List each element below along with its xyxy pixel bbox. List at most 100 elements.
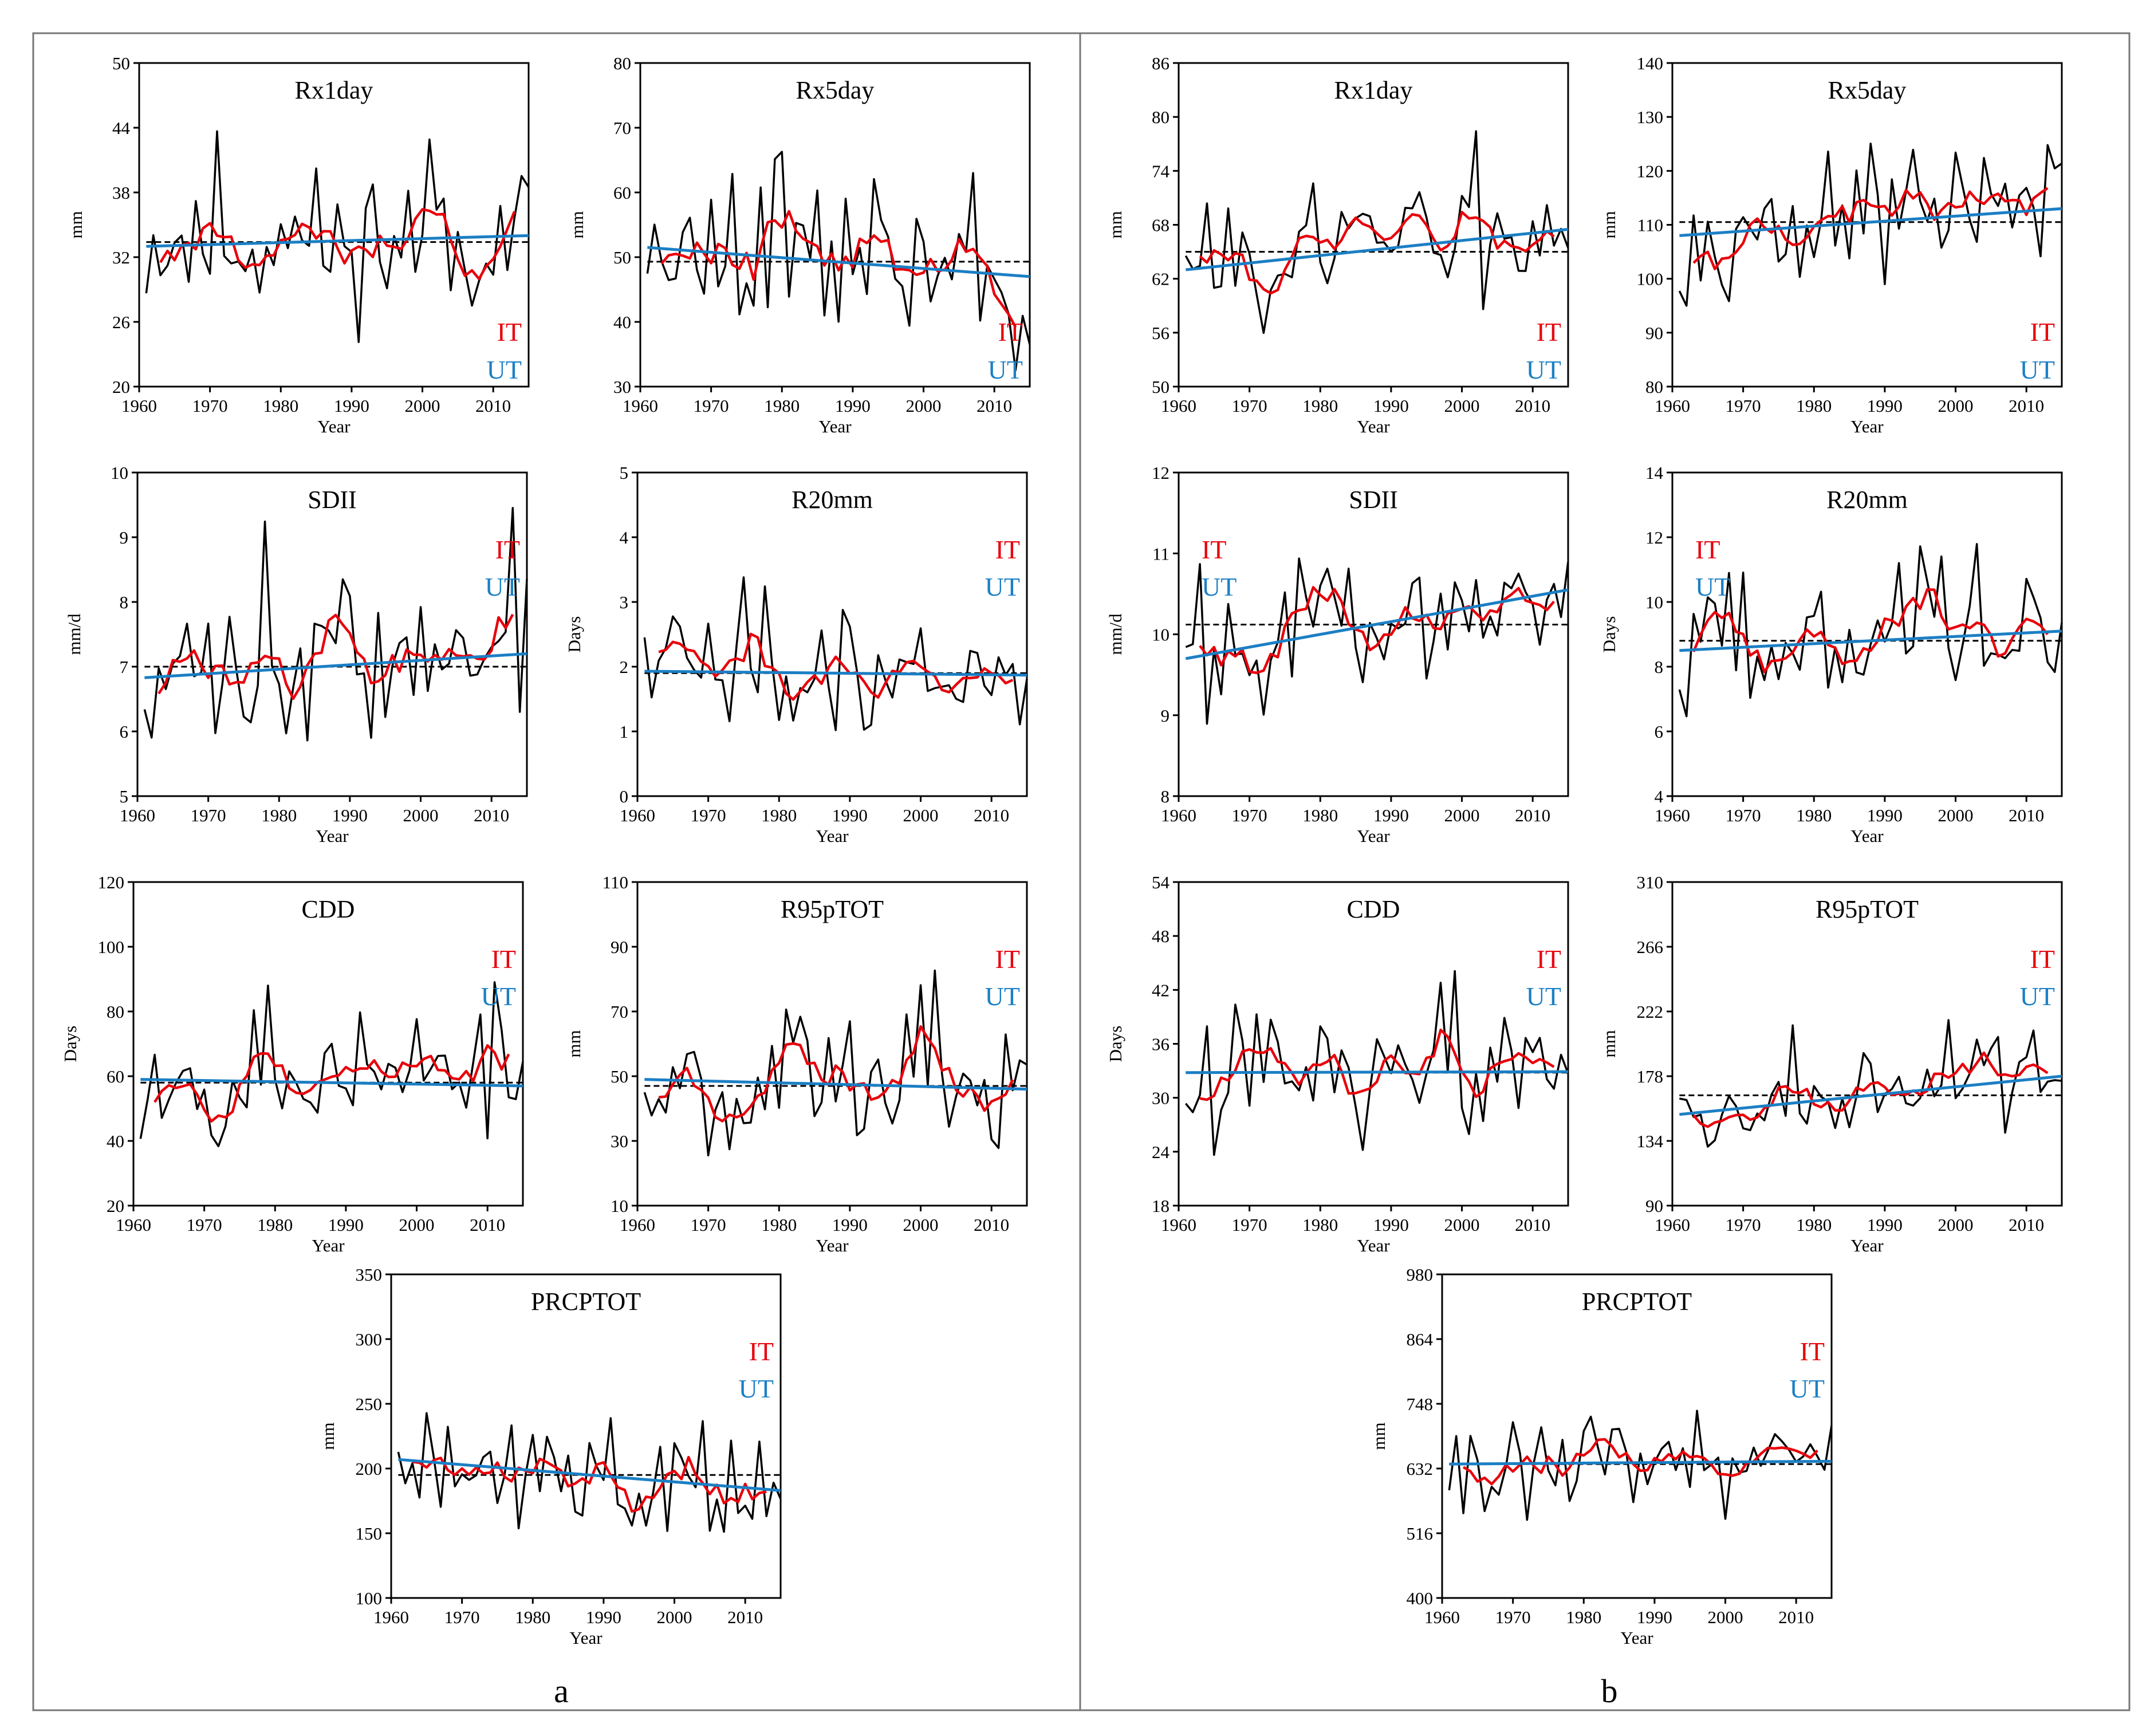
- plot-area: [636, 471, 1028, 797]
- it-line: [1199, 586, 1555, 674]
- x-tick-label: 1960: [116, 1215, 151, 1235]
- x-axis-label: Year: [816, 1235, 849, 1255]
- y-tick-label: 178: [1637, 1066, 1664, 1087]
- plot-area: [639, 62, 1031, 388]
- y-tick-label: 60: [613, 183, 631, 203]
- y-tick-label: 150: [356, 1524, 383, 1544]
- it-line: [412, 1455, 767, 1513]
- y-axis-label: mm: [1599, 211, 1619, 238]
- x-tick-label: 1990: [586, 1607, 621, 1627]
- y-tick-label: 42: [1152, 980, 1169, 1000]
- y-axis-label: Days: [1599, 616, 1619, 653]
- y-tick-label: 40: [613, 312, 631, 332]
- x-tick-label: 1960: [373, 1607, 409, 1627]
- y-tick-label: 18: [1152, 1196, 1169, 1216]
- y-axis-label: mm: [564, 1030, 584, 1057]
- chart-title: R95pTOT: [1816, 895, 1919, 923]
- x-tick-label: 1990: [1637, 1607, 1672, 1627]
- y-tick-label: 8: [1655, 657, 1664, 677]
- y-tick-label: 9: [120, 528, 129, 548]
- x-axis-label: Year: [316, 826, 349, 846]
- y-tick-label: 80: [1645, 377, 1663, 397]
- annual-series-line: [1185, 970, 1569, 1156]
- y-tick-label: 12: [1645, 528, 1663, 548]
- it-line: [658, 1025, 1014, 1123]
- y-tick-label: 44: [112, 118, 131, 138]
- x-tick-label: 2000: [906, 396, 942, 416]
- y-tick-label: 5: [120, 786, 129, 806]
- annual-series-line: [1678, 142, 2063, 307]
- chart-title: Rx5day: [1828, 76, 1907, 104]
- y-tick-label: 50: [613, 247, 631, 267]
- y-tick-label: 50: [611, 1066, 628, 1087]
- chart-b-sdii: 8 9 10 11 12 1960 1970 1980 1990 2000 2010 Year mm/d…: [1105, 463, 1569, 846]
- ut-line: [644, 1078, 1027, 1091]
- y-tick-label: 100: [1637, 269, 1664, 289]
- y-axis-label: Days: [1105, 1026, 1125, 1062]
- y-tick-label: 516: [1407, 1524, 1434, 1544]
- ut-line: [1449, 1459, 1832, 1466]
- y-axis-label: Days: [564, 616, 584, 653]
- x-tick-label: 1990: [1373, 396, 1409, 416]
- ut-line: [144, 652, 527, 679]
- x-tick-label: 1980: [1796, 805, 1832, 825]
- y-tick-label: 6: [120, 722, 129, 742]
- chart-title: CDD: [1347, 895, 1400, 923]
- y-tick-label: 60: [107, 1066, 124, 1087]
- x-tick-label: 1960: [1161, 805, 1196, 825]
- legend-ut: UT: [2020, 982, 2055, 1011]
- it-line: [660, 210, 1017, 328]
- x-tick-label: 1960: [620, 805, 655, 825]
- plot-area: [138, 62, 530, 388]
- y-tick-label: 11: [1152, 544, 1169, 564]
- legend-it: IT: [1800, 1337, 1825, 1366]
- y-tick-label: 86: [1152, 53, 1169, 73]
- y-tick-label: 222: [1637, 1002, 1664, 1022]
- y-tick-label: 50: [1152, 377, 1169, 397]
- x-tick-label: 2010: [2009, 805, 2044, 825]
- legend-it: IT: [995, 944, 1020, 974]
- x-tick-label: 1970: [1726, 805, 1761, 825]
- y-tick-label: 748: [1407, 1394, 1434, 1414]
- y-tick-label: 0: [620, 786, 629, 806]
- x-tick-label: 2010: [1778, 1607, 1814, 1627]
- chart-b-rx1day: 50 56 62 68 74 80 86 1960 1970 1980 1990 2000 2010 Ye…: [1105, 53, 1569, 436]
- y-tick-label: 110: [603, 872, 628, 892]
- it-line: [1462, 1438, 1818, 1486]
- annual-series-line: [1185, 557, 1569, 725]
- y-tick-label: 80: [107, 1002, 124, 1022]
- x-tick-label: 1980: [1796, 396, 1832, 416]
- y-tick-label: 30: [1152, 1088, 1169, 1108]
- y-tick-label: 12: [1152, 463, 1169, 483]
- y-tick-label: 54: [1152, 872, 1170, 892]
- x-axis-label: Year: [818, 416, 852, 436]
- it-line: [157, 613, 514, 700]
- y-tick-label: 36: [1152, 1034, 1169, 1054]
- plot-area: [136, 471, 528, 797]
- y-tick-label: 8: [1161, 786, 1170, 806]
- x-tick-label: 1980: [1566, 1607, 1601, 1627]
- x-tick-label: 1990: [1373, 1215, 1409, 1235]
- it-line: [1692, 588, 2049, 674]
- x-tick-label: 1970: [191, 805, 226, 825]
- plot-area: [390, 1273, 782, 1599]
- legend-ut: UT: [1202, 572, 1237, 601]
- x-tick-label: 1990: [328, 1215, 364, 1235]
- x-tick-label: 1980: [263, 396, 298, 416]
- chart-title: R20mm: [1826, 486, 1908, 514]
- x-axis-label: Year: [816, 826, 849, 846]
- legend-it: IT: [2030, 944, 2055, 974]
- x-axis-label: Year: [312, 1235, 345, 1255]
- chart-a-rx1day: 20 26 32 38 44 50 1960 1970 1980 1990 2000 2010 Year…: [66, 53, 530, 436]
- ut-line: [647, 246, 1030, 278]
- x-tick-label: 1970: [187, 1215, 222, 1235]
- x-tick-label: 2000: [1938, 805, 1974, 825]
- x-tick-label: 1960: [120, 805, 155, 825]
- x-tick-label: 1990: [332, 805, 368, 825]
- x-tick-label: 1960: [623, 396, 658, 416]
- y-tick-label: 6: [1655, 722, 1664, 742]
- x-tick-label: 2010: [976, 396, 1012, 416]
- chart-a-sdii: 5 6 7 8 9 10 1960 1970 1980 1990 2000 2010 Year mm/d S…: [64, 463, 528, 846]
